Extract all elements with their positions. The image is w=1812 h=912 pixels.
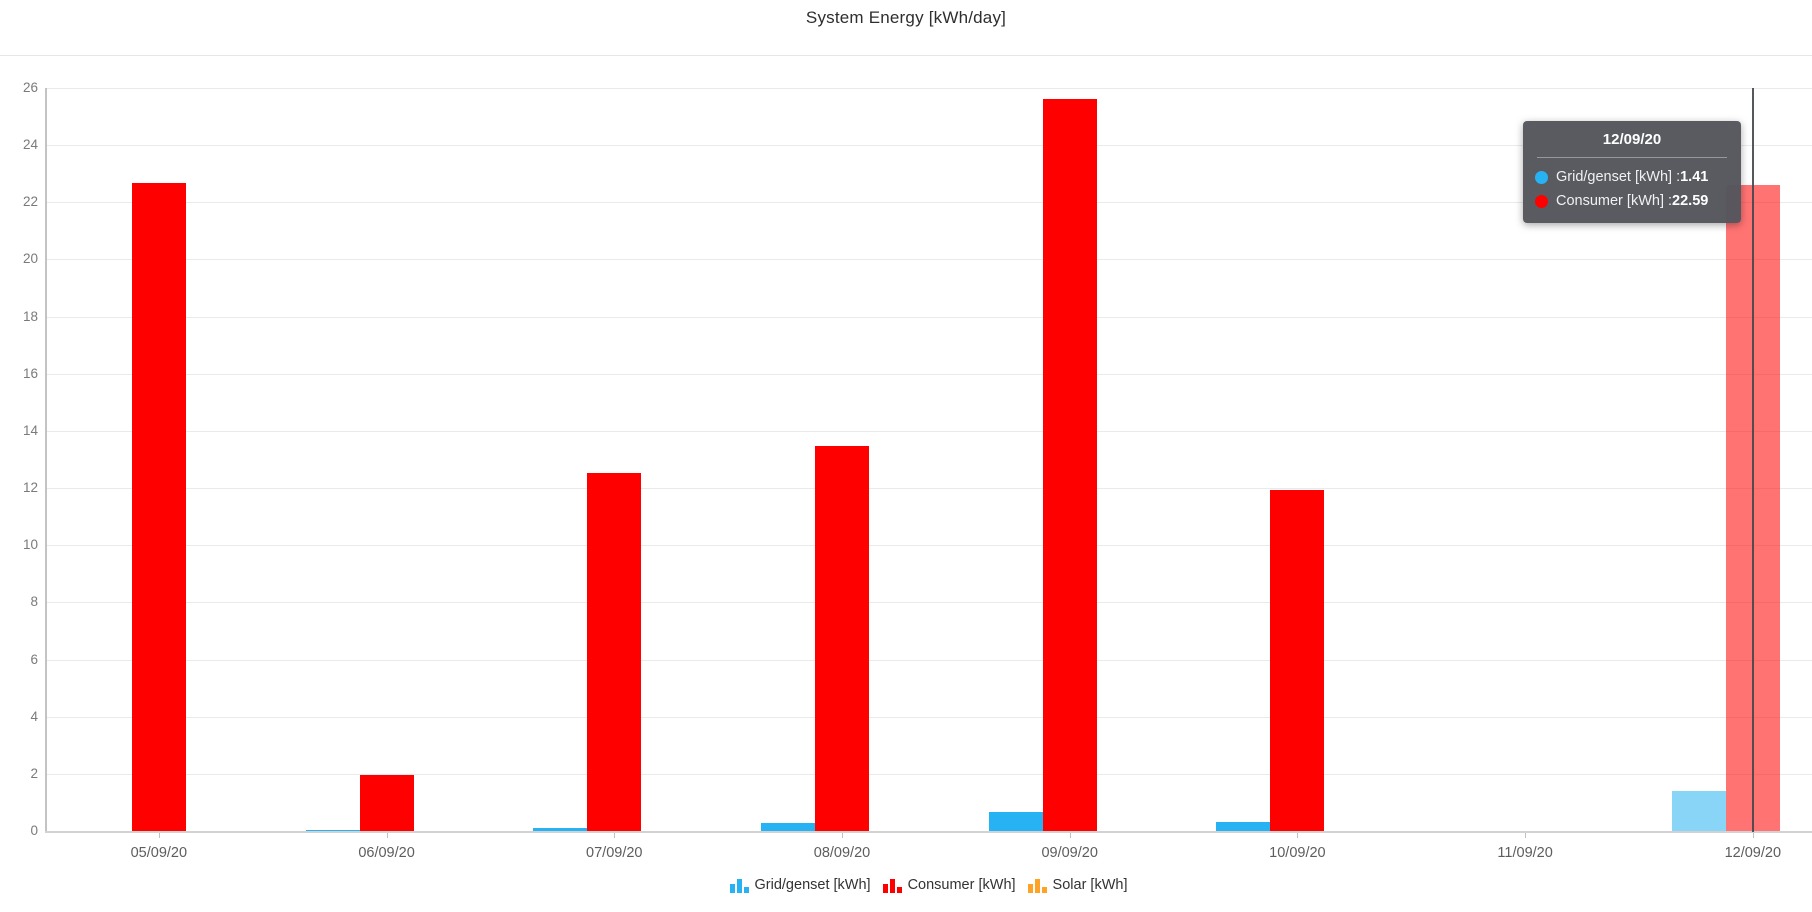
gridline — [45, 373, 1812, 375]
x-axis-line — [45, 831, 1812, 833]
y-axis-label: 14 — [22, 422, 38, 438]
tooltip-title: 12/09/20 — [1602, 131, 1662, 148]
gridline — [45, 545, 1812, 547]
tooltip-row-grid-genset-kwh: Grid/genset [kWh] : 1.41 — [1523, 165, 1741, 189]
y-axis-label: 4 — [30, 708, 38, 724]
x-axis-tick — [841, 833, 843, 838]
x-axis-tick — [158, 833, 160, 838]
bar-consumer-kwh-07-09-20[interactable] — [587, 472, 642, 831]
gridline — [45, 202, 1812, 204]
bar-consumer-kwh-09-09-20[interactable] — [1042, 99, 1097, 831]
tooltip: 12/09/20 Grid/genset [kWh] : 1.41 Consume… — [1523, 121, 1741, 223]
y-axis-label: 6 — [30, 651, 38, 667]
tooltip-series-label: Consumer [kWh] : — [1556, 193, 1673, 209]
x-axis-tick — [1525, 833, 1527, 838]
gridline — [45, 145, 1812, 147]
x-axis-label: 07/09/20 — [586, 845, 643, 861]
gridline — [45, 430, 1812, 432]
bar-consumer-kwh-05-09-20[interactable] — [131, 183, 186, 831]
mini-bar-chart-icon — [1027, 878, 1047, 893]
gridline — [45, 716, 1812, 718]
legend-item-label: Consumer [kWh] — [907, 877, 1016, 893]
bar-consumer-kwh-06-09-20[interactable] — [359, 774, 414, 831]
gridline — [45, 773, 1812, 775]
y-axis-label: 20 — [22, 251, 38, 267]
y-axis-label: 8 — [30, 594, 38, 610]
y-axis-line — [45, 88, 47, 832]
bar-grid-genset-kwh-06-09-20[interactable] — [305, 829, 360, 831]
tooltip-series-label: Grid/genset [kWh] : — [1556, 169, 1681, 185]
x-axis-tick — [1069, 833, 1071, 838]
gridline — [45, 88, 1812, 89]
bar-grid-genset-kwh-12-09-20[interactable] — [1671, 790, 1726, 831]
y-axis-label: 10 — [22, 537, 38, 553]
hover-crosshair — [1751, 88, 1754, 832]
gridline — [45, 316, 1812, 318]
mini-bar-chart-icon — [729, 878, 749, 893]
bar-consumer-kwh-10-09-20[interactable] — [1270, 490, 1325, 831]
y-axis-label: 24 — [22, 137, 38, 153]
gridline — [45, 659, 1812, 661]
bar-grid-genset-kwh-07-09-20[interactable] — [533, 828, 588, 831]
legend-item-grid-genset-kwh[interactable]: Grid/genset [kWh] — [729, 877, 871, 893]
x-axis-label: 05/09/20 — [130, 845, 188, 861]
gridline — [45, 259, 1812, 261]
y-axis-label: 12 — [22, 480, 38, 496]
x-axis-label: 11/09/20 — [1497, 845, 1553, 861]
legend-item-label: Solar [kWh] — [1052, 877, 1128, 893]
y-axis-label: 0 — [30, 823, 38, 838]
x-axis-tick — [1752, 833, 1754, 838]
chart-title: System Energy [kWh/day] — [805, 8, 1007, 27]
bar-grid-genset-kwh-08-09-20[interactable] — [760, 822, 815, 831]
gridline — [45, 488, 1812, 490]
x-axis-label: 10/09/20 — [1269, 845, 1326, 861]
legend-item-consumer-kwh[interactable]: Consumer [kWh] — [882, 877, 1016, 893]
bar-grid-genset-kwh-09-09-20[interactable] — [988, 812, 1043, 831]
y-axis-label: 2 — [30, 765, 38, 781]
y-axis-label: 16 — [22, 365, 38, 381]
series-dot-icon — [1535, 194, 1548, 208]
tooltip-series-value: 22.59 — [1672, 193, 1709, 209]
gridline — [45, 602, 1812, 604]
y-axis-label: 26 — [22, 80, 38, 95]
x-axis-label: 08/09/20 — [813, 845, 871, 861]
x-axis-label: 12/09/20 — [1724, 845, 1782, 861]
legend-item-label: Grid/genset [kWh] — [754, 877, 871, 893]
x-axis-tick — [614, 833, 616, 838]
x-axis-tick — [386, 833, 388, 838]
series-dot-icon — [1535, 170, 1548, 184]
y-axis-label: 22 — [22, 194, 38, 210]
title-divider — [0, 55, 1812, 56]
tooltip-series-value: 1.41 — [1680, 169, 1709, 185]
mini-bar-chart-icon — [882, 878, 902, 893]
y-axis-label: 18 — [22, 308, 38, 324]
x-axis-label: 06/09/20 — [358, 845, 415, 861]
tooltip-divider — [1537, 157, 1727, 158]
tooltip-row-consumer-kwh: Consumer [kWh] : 22.59 — [1523, 189, 1741, 213]
bar-grid-genset-kwh-10-09-20[interactable] — [1216, 822, 1271, 831]
legend: Grid/genset [kWh] Consumer [kWh] Solar [kW… — [45, 877, 1812, 893]
x-axis-label: 09/09/20 — [1041, 845, 1098, 861]
legend-item-solar-kwh[interactable]: Solar [kWh] — [1027, 877, 1128, 893]
x-axis-tick — [1297, 833, 1299, 838]
bar-consumer-kwh-08-09-20[interactable] — [814, 446, 869, 831]
